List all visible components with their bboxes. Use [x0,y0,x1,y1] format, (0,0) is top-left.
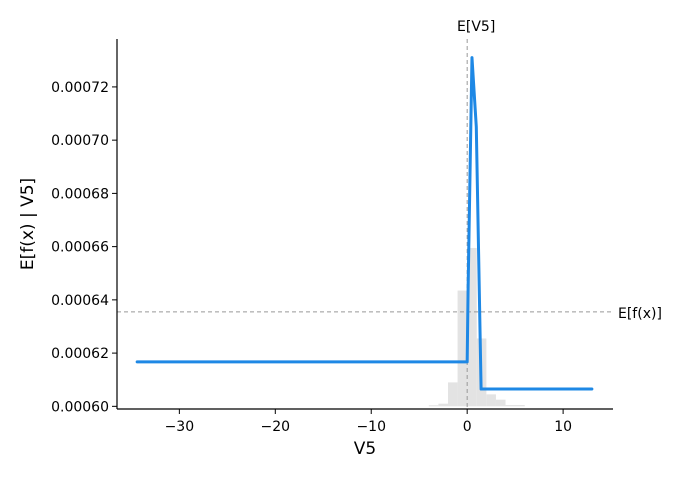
y-tick-label: 0.00072 [51,80,109,96]
y-tick-label: 0.00060 [51,399,109,415]
x-tick-label: −30 [165,419,195,435]
x-tick-label: 0 [463,419,472,435]
y-axis-title: E[f(x) | V5] [18,178,38,270]
x-tick-label: −20 [261,419,291,435]
reference-lines [117,39,613,409]
y-tick-label: 0.00066 [51,240,109,256]
histogram-bar [447,382,458,407]
expected-y-label: E[f(x)] [618,306,662,322]
histogram [428,247,525,407]
histogram-bar [486,394,496,407]
histogram-bar [428,405,439,407]
histogram-bar [457,290,468,407]
x-tick-label: 10 [554,419,572,435]
axes [116,39,613,410]
x-axis-ticks: −30 −20 −10 0 10 [165,409,572,435]
x-tick-label: −10 [356,419,386,435]
histogram-bar [467,247,477,407]
histogram-bar [495,399,506,407]
expected-x-label: E[V5] [457,19,495,35]
y-tick-label: 0.00068 [51,186,109,202]
y-axis-ticks: 0.00060 0.00062 0.00064 0.00066 0.00068 0.000… [51,80,117,415]
series-line [135,56,594,391]
histogram-bar [505,405,525,407]
y-tick-label: 0.00064 [51,293,109,309]
y-tick-label: 0.00070 [51,133,109,149]
y-tick-label: 0.00062 [51,346,109,362]
x-axis-title: V5 [354,439,376,459]
histogram-bar [438,403,448,407]
data-series [135,56,594,391]
